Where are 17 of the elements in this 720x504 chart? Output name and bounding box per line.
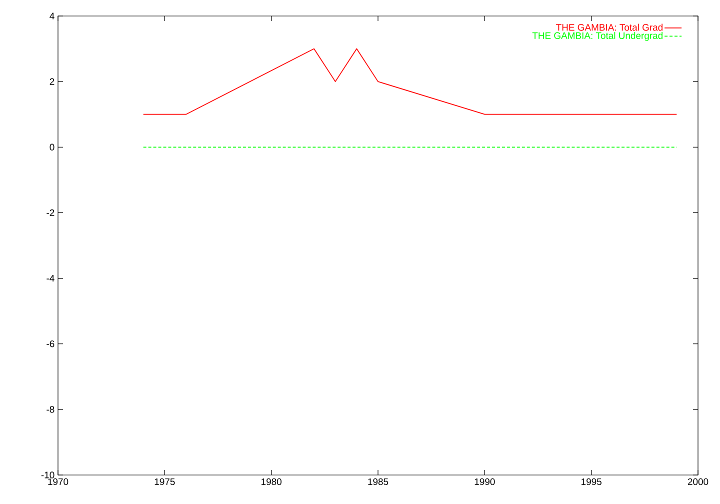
y-tick-label: 4 bbox=[50, 12, 54, 20]
legend-label: THE GAMBIA: Total Undergrad bbox=[532, 32, 662, 41]
y-tick-label: -8 bbox=[46, 406, 54, 413]
y-tick-label: -2 bbox=[46, 209, 54, 216]
x-tick-label: 1985 bbox=[368, 478, 388, 486]
x-tick-label: 1995 bbox=[582, 478, 602, 486]
y-tick-label: -4 bbox=[46, 275, 54, 282]
y-tick-label: -10 bbox=[41, 472, 54, 478]
x-tick-label: 2000 bbox=[688, 478, 708, 486]
x-tick-label: 1970 bbox=[48, 478, 68, 486]
x-tick-label: 1990 bbox=[474, 478, 495, 486]
x-tick-label: 1975 bbox=[154, 478, 175, 486]
legend-label: THE GAMBIA: Total Grad bbox=[556, 24, 663, 31]
y-tick-label: 2 bbox=[50, 78, 54, 85]
x-tick-label: 1980 bbox=[262, 478, 282, 486]
y-tick-label: 0 bbox=[50, 144, 54, 150]
y-tick-label: -6 bbox=[46, 340, 54, 348]
